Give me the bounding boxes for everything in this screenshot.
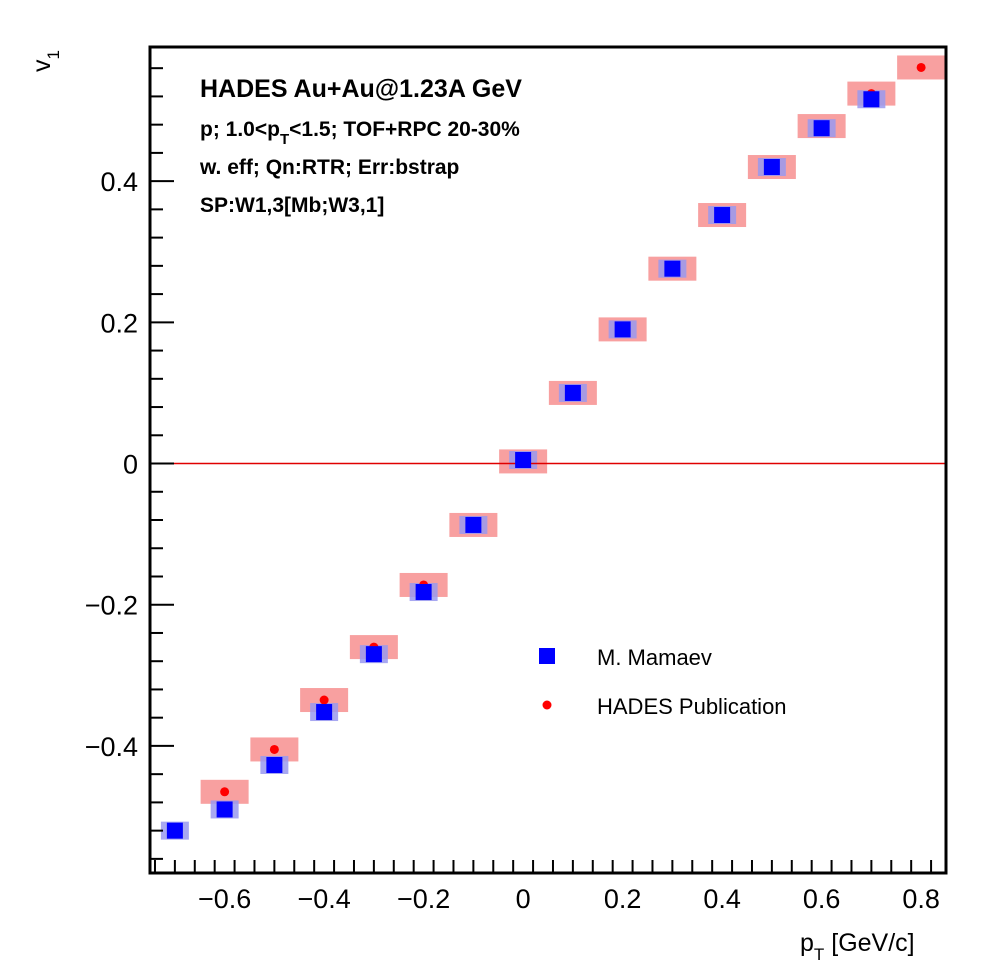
x-tick-label: 0.8 [902, 884, 940, 914]
x-tick-label: 0.4 [703, 884, 741, 914]
point-mamaev [316, 704, 333, 721]
point-mamaev [415, 584, 432, 601]
point-mamaev [515, 452, 532, 468]
point-mamaev [216, 801, 233, 818]
annotation-sp: SP:W1,3[Mb;W3,1] [200, 194, 384, 217]
x-tick-label: 0.6 [803, 884, 841, 914]
point-mamaev [166, 822, 183, 839]
point-mamaev [266, 756, 283, 773]
point-mamaev [863, 91, 880, 108]
y-tick-label: 0.4 [100, 167, 138, 197]
point-mamaev [714, 207, 731, 224]
x-tick-label: 0.2 [604, 884, 642, 914]
legend-marker-mamaev [539, 648, 555, 664]
x-axis: −0.6 −0.4 −0.2 0 0.2 0.4 0.6 0.8 [153, 860, 940, 914]
y-tick-label: 0 [123, 450, 138, 480]
x-tick-label: −0.2 [397, 884, 450, 914]
y-axis-title: v1 [28, 50, 63, 72]
annotation-method: w. eff; Qn:RTR; Err:bstrap [199, 156, 459, 179]
x-tick-label: −0.6 [198, 884, 251, 914]
annotation-selection: p; 1.0<pT<1.5; TOF+RPC 20-30% [200, 118, 520, 148]
legend-marker-hades [542, 700, 552, 710]
x-axis-title: pT [GeV/c] [800, 929, 915, 964]
point-mamaev [614, 321, 631, 338]
annotation-title: HADES Au+Au@1.23A GeV [200, 75, 522, 103]
data-markers [166, 62, 926, 839]
point-mamaev [465, 516, 482, 533]
point-mamaev [813, 120, 830, 137]
y-tick-label: 0.2 [100, 308, 138, 338]
x-tick-label: −0.4 [297, 884, 350, 914]
point-mamaev [365, 646, 382, 663]
point-mamaev [763, 159, 780, 176]
point-hades [319, 695, 329, 705]
point-mamaev [664, 260, 681, 277]
point-hades [916, 62, 926, 72]
plot-frame [148, 45, 948, 875]
point-hades [220, 787, 230, 797]
legend: M. Mamaev HADES Publication [539, 645, 787, 719]
point-mamaev [564, 384, 581, 401]
y-tick-label: −0.2 [85, 591, 138, 621]
legend-label-hades: HADES Publication [597, 694, 787, 719]
x-tick-label: 0 [516, 884, 531, 914]
y-tick-label: −0.4 [85, 732, 138, 762]
point-hades [269, 744, 279, 754]
legend-label-mamaev: M. Mamaev [597, 645, 712, 670]
y-axis: −0.4 −0.2 0 0.2 0.4 [85, 67, 174, 860]
